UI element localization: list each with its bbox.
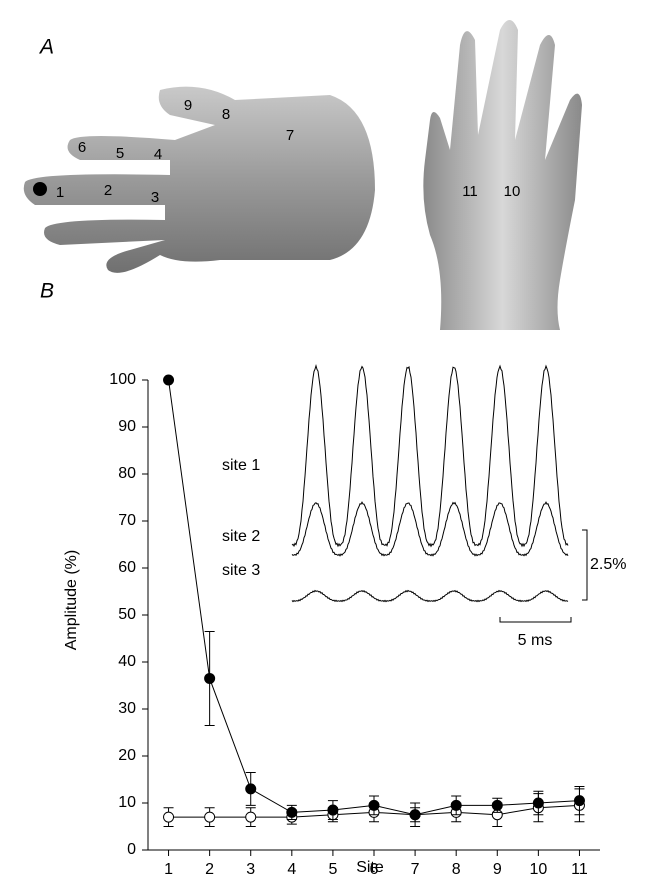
site-label: 1 bbox=[56, 184, 64, 201]
data-point bbox=[246, 784, 256, 794]
y-tick-label: 10 bbox=[118, 794, 136, 811]
site-label: 9 bbox=[184, 97, 192, 114]
y-tick-label: 100 bbox=[109, 371, 136, 388]
scale-label: 2.5% bbox=[590, 556, 626, 573]
site-label: 10 bbox=[504, 183, 521, 200]
site-label: 5 bbox=[116, 145, 124, 162]
x-tick-label: 8 bbox=[452, 861, 461, 878]
y-tick-label: 70 bbox=[118, 512, 136, 529]
y-tick-label: 20 bbox=[118, 747, 136, 764]
figure: A B 1234567891011 Site Amplitude (%) sit… bbox=[0, 0, 649, 879]
x-tick-label: 3 bbox=[246, 861, 255, 878]
data-point bbox=[492, 800, 502, 810]
x-tick-label: 5 bbox=[328, 861, 337, 878]
y-tick-label: 60 bbox=[118, 559, 136, 576]
y-tick-label: 90 bbox=[118, 418, 136, 435]
trace bbox=[292, 502, 568, 556]
data-point bbox=[164, 812, 174, 822]
data-point bbox=[328, 805, 338, 815]
site-label: 8 bbox=[222, 106, 230, 123]
x-tick-label: 9 bbox=[493, 861, 502, 878]
site-label: 7 bbox=[286, 127, 294, 144]
panel-label: B bbox=[40, 280, 54, 303]
x-tick-label: 2 bbox=[205, 861, 214, 878]
site-label: 11 bbox=[462, 183, 478, 200]
site-label: 2 bbox=[104, 182, 112, 199]
x-tick-label: 10 bbox=[529, 861, 547, 878]
data-point bbox=[246, 812, 256, 822]
x-tick-label: 1 bbox=[164, 861, 173, 878]
y-tick-label: 40 bbox=[118, 653, 136, 670]
data-point bbox=[287, 807, 297, 817]
data-point bbox=[533, 798, 543, 808]
data-point bbox=[205, 673, 215, 683]
site-label: 4 bbox=[154, 146, 162, 163]
y-tick-label: 0 bbox=[127, 841, 136, 858]
data-point bbox=[574, 796, 584, 806]
data-point bbox=[369, 800, 379, 810]
x-tick-label: 4 bbox=[287, 861, 296, 878]
x-tick-label: 7 bbox=[411, 861, 420, 878]
data-point bbox=[164, 375, 174, 385]
hand-illustration bbox=[24, 87, 375, 273]
y-tick-label: 50 bbox=[118, 606, 136, 623]
y-tick-label: 30 bbox=[118, 700, 136, 717]
site-label: 6 bbox=[78, 139, 86, 156]
x-tick-label: 11 bbox=[571, 861, 588, 878]
y-tick-label: 80 bbox=[118, 465, 136, 482]
data-point bbox=[451, 800, 461, 810]
x-tick-label: 6 bbox=[370, 861, 379, 878]
panel-label: A bbox=[38, 36, 54, 59]
data-point bbox=[410, 810, 420, 820]
inset-label: site 3 bbox=[222, 562, 260, 579]
scale-bar bbox=[500, 617, 571, 622]
inset-label: site 1 bbox=[222, 457, 260, 474]
trace bbox=[292, 366, 568, 546]
y-axis-label: Amplitude (%) bbox=[63, 550, 80, 650]
trace bbox=[292, 591, 568, 602]
inset-traces bbox=[292, 366, 568, 602]
data-point bbox=[205, 812, 215, 822]
scale-label: 5 ms bbox=[518, 632, 553, 649]
hand-illustration bbox=[423, 20, 582, 330]
inset-label: site 2 bbox=[222, 528, 260, 545]
site-label: 3 bbox=[151, 189, 159, 206]
scale-bar bbox=[582, 530, 587, 600]
